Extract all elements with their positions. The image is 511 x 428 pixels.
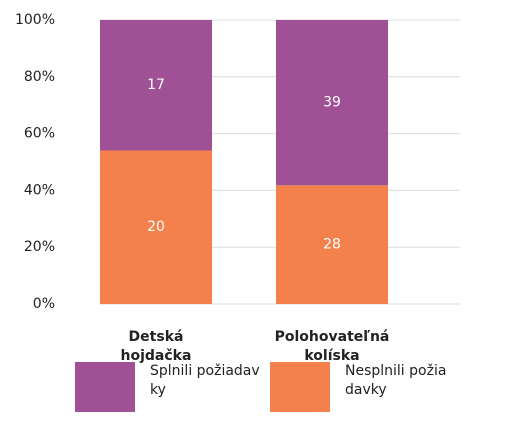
y-tick-label: 20% [24, 239, 55, 255]
y-tick-label: 100% [15, 12, 55, 28]
data-label: 20 [147, 219, 165, 235]
legend-swatch [270, 362, 330, 412]
legend-label: Nesplnili požiadavky [345, 363, 447, 398]
y-tick-label: 40% [24, 182, 55, 198]
data-label: 28 [323, 237, 341, 253]
bar-segment [100, 20, 212, 151]
legend-swatch [75, 362, 135, 412]
y-tick-label: 0% [33, 296, 55, 312]
y-tick-label: 80% [24, 69, 55, 85]
data-label: 17 [147, 77, 165, 93]
data-label: 39 [323, 95, 341, 111]
bar-segment [100, 150, 212, 304]
x-tick-label: Polohovateľná kolíska [274, 329, 390, 364]
bar-segment [276, 20, 388, 186]
y-tick-label: 60% [24, 126, 55, 142]
x-tick-label: Detská hojdačka [120, 329, 192, 364]
bar-segment [276, 185, 388, 304]
legend-label: Splnili požiadavky [150, 363, 260, 398]
